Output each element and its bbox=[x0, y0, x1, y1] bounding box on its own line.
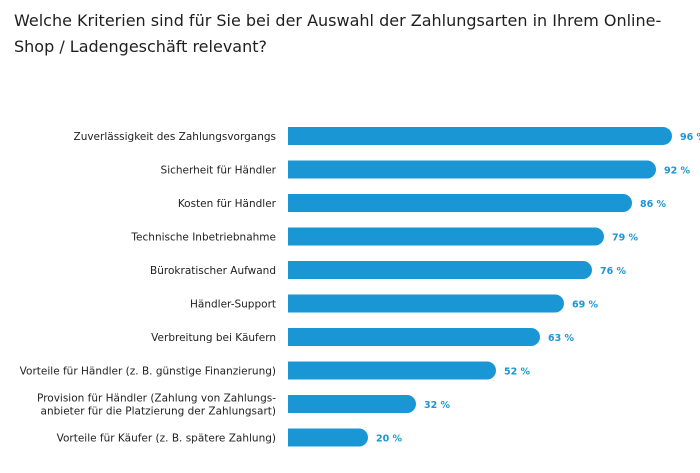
bar bbox=[288, 428, 368, 447]
value-label: 92 % bbox=[664, 166, 691, 177]
category-label: Zuverlässigkeit des Zahlungsvorgangs bbox=[74, 131, 277, 143]
category-label: Händler-Support bbox=[190, 299, 276, 311]
value-label: 76 % bbox=[600, 266, 627, 277]
bar bbox=[288, 194, 632, 212]
bar bbox=[288, 261, 592, 279]
category-label: Vorteile für Händler (z. B. günstige Fin… bbox=[20, 366, 276, 378]
category-label: Kosten für Händler bbox=[178, 198, 277, 210]
bar bbox=[288, 328, 540, 346]
value-label: 32 % bbox=[424, 400, 451, 411]
value-label: 52 % bbox=[504, 367, 531, 378]
chart-title: Welche Kriterien sind für Sie bei der Au… bbox=[14, 11, 662, 56]
category-label: Verbreitung bei Käufern bbox=[151, 332, 276, 344]
value-label: 86 % bbox=[640, 199, 667, 210]
bar bbox=[288, 227, 604, 246]
value-label: 63 % bbox=[548, 333, 575, 344]
category-label: Provision für Händler (Zahlung von Zahlu… bbox=[37, 393, 276, 405]
value-label: 79 % bbox=[612, 233, 639, 244]
bar bbox=[288, 127, 672, 145]
bar bbox=[288, 294, 564, 313]
bar bbox=[288, 395, 416, 413]
category-label: anbieter für die Platzierung der Zahlung… bbox=[41, 406, 276, 418]
category-label: Technische Inbetriebnahme bbox=[130, 232, 276, 244]
bar bbox=[288, 361, 496, 380]
category-label: Vorteile für Käufer (z. B. spätere Zahlu… bbox=[57, 433, 276, 445]
category-label: Bürokratischer Aufwand bbox=[150, 265, 276, 277]
value-label: 69 % bbox=[572, 300, 599, 311]
value-label: 96 % bbox=[680, 132, 700, 143]
bar bbox=[288, 160, 657, 179]
category-label: Sicherheit für Händler bbox=[161, 165, 277, 177]
value-label: 20 % bbox=[376, 434, 403, 445]
